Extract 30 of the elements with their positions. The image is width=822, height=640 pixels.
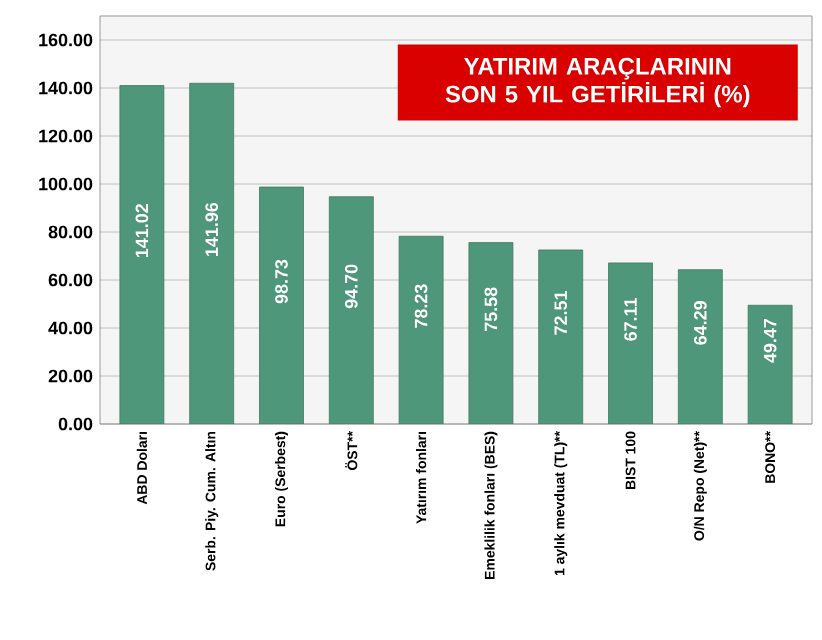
data-label: 78.23	[414, 284, 428, 328]
bar	[259, 187, 304, 424]
bar	[399, 236, 444, 424]
text: YATIRIM ARAÇLARININ SON 5 YIL GETİRİLERİ (%)	[445, 57, 750, 108]
bar	[608, 262, 653, 424]
y-tick-label: 0.00	[58, 417, 93, 431]
y-tick-label: 140.00	[39, 81, 93, 95]
y-tick-label: 120.00	[39, 129, 93, 143]
y-tick-label: 40.00	[48, 321, 93, 335]
y-tick-label: 100.00	[39, 177, 93, 191]
bar	[538, 249, 583, 424]
y-tick-label: 80.00	[48, 225, 93, 239]
data-label: 49.47	[763, 318, 777, 363]
bar	[747, 304, 793, 424]
data-label: 94.70	[344, 264, 358, 309]
data-label: 72.51	[554, 291, 568, 335]
data-label: 67.11	[624, 298, 637, 341]
data-label: 141.02	[135, 204, 149, 258]
y-tick-label: 160.00	[39, 33, 93, 47]
y-tick-label: 20.00	[48, 369, 93, 383]
bar	[189, 83, 234, 424]
y-tick-label: 60.00	[48, 273, 93, 287]
bar	[678, 269, 723, 424]
bar	[329, 196, 374, 424]
data-label: 64.29	[693, 301, 707, 345]
data-label: 141.96	[205, 202, 219, 256]
data-label: 98.73	[275, 259, 288, 304]
bar	[468, 242, 513, 424]
bar	[119, 85, 164, 424]
data-label: 75.58	[484, 287, 498, 331]
